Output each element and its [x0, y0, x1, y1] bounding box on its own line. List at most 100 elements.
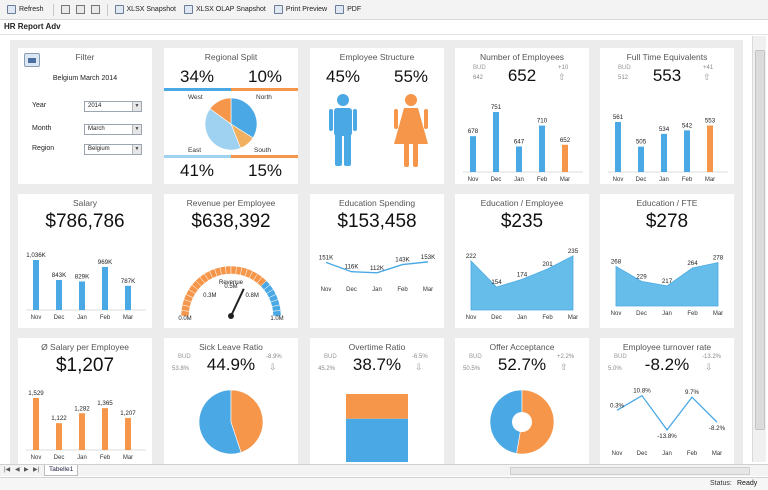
data-label: 229	[636, 273, 647, 280]
chevron-down-icon: ▼	[132, 145, 141, 154]
arrow-up-icon: ⇧	[560, 362, 568, 372]
prev-sheet-icon[interactable]: ◀	[15, 467, 20, 473]
pdf-button[interactable]: PDF	[332, 2, 364, 18]
print-icon[interactable]	[24, 53, 40, 67]
last-sheet-icon[interactable]: ▶|	[33, 467, 40, 473]
arrow-down-icon: ⇩	[415, 362, 423, 372]
education-fte-card: Education / FTE $278 268 Nov 229 Dec 217 Jan 2…	[600, 194, 734, 328]
data-label: 10.8%	[633, 388, 651, 395]
data-label: 787K	[121, 278, 136, 285]
bar	[493, 112, 499, 172]
year-label: Year	[32, 102, 47, 109]
data-label: 9.7%	[685, 389, 700, 396]
turnover-card: Employee turnover rate -8.2% BUD 5.0% -1…	[600, 338, 734, 465]
male-icon	[329, 94, 357, 166]
next-sheet-icon[interactable]: ▶	[24, 467, 29, 473]
employees-bar-chart: 678 Nov 751 Dec 647 Jan 710 Feb 652 Mar	[463, 104, 583, 183]
year-select[interactable]: 2014 ▼	[84, 101, 142, 112]
offer-bud-value: 50.5%	[463, 366, 481, 372]
data-label: 1,122	[51, 415, 67, 422]
vertical-scrollbar[interactable]	[752, 36, 766, 462]
line-series	[325, 261, 429, 274]
sick-value: 44.9%	[206, 355, 256, 374]
scrollbar-thumb[interactable]	[755, 50, 765, 430]
north-label: North	[256, 94, 272, 101]
tick-label: Feb	[687, 451, 698, 457]
revenue-value: $638,392	[191, 211, 271, 232]
xlsx-olap-snapshot-button[interactable]: XLSX OLAP Snapshot	[181, 2, 269, 18]
gauge-hub	[228, 313, 234, 319]
data-label: 268	[611, 258, 622, 265]
gauge-segment	[272, 310, 282, 317]
employees-value: 652	[507, 66, 537, 85]
month-select[interactable]: March ▼	[84, 124, 142, 135]
bar	[56, 423, 62, 450]
toolbar-separator	[106, 3, 108, 16]
data-label: 678	[468, 128, 479, 135]
tick-label: Dec	[54, 315, 65, 321]
divider	[0, 34, 768, 35]
data-label: -8.2%	[709, 425, 726, 432]
fte-title: Full Time Equivalents	[626, 52, 708, 62]
data-label: 542	[682, 122, 693, 129]
data-label: 534	[659, 126, 670, 133]
sheet-title: HR Report Adv	[4, 22, 61, 31]
offer-acceptance-card: Offer Acceptance 52.7% BUD 50.5% +2.2% ⇧	[455, 338, 589, 465]
copy-icon[interactable]	[60, 5, 70, 14]
turnover-bud-value: 5.0%	[608, 366, 622, 372]
gauge-label: Revenue	[219, 280, 244, 286]
data-label: 751	[491, 104, 502, 111]
first-sheet-icon[interactable]: |◀	[4, 467, 11, 473]
tick-label: Mar	[423, 287, 433, 293]
cut-icon[interactable]	[75, 5, 85, 14]
male-pct: 45%	[325, 67, 361, 86]
structure-title: Employee Structure	[339, 52, 415, 62]
edu-emp-title: Education / Employee	[480, 198, 564, 208]
offer-delta: +2.2%	[557, 354, 575, 360]
bar	[79, 281, 85, 310]
data-label: 217	[662, 278, 673, 285]
paste-icon[interactable]	[90, 5, 100, 14]
tick-label: Jan	[662, 451, 672, 457]
bar	[33, 398, 39, 450]
sheet-tabs-bar: |◀ ◀ ▶ ▶| Tabelle1	[0, 464, 768, 476]
bar	[470, 136, 476, 172]
toolbar: Refresh XLSX Snapshot XLSX OLAP Snapshot…	[0, 0, 768, 20]
area-series	[470, 255, 574, 311]
xlsx-olap-snapshot-label: XLSX OLAP Snapshot	[195, 6, 266, 13]
edu-spend-title: Education Spending	[338, 198, 416, 208]
tick-label: Mar	[713, 311, 723, 317]
region-label: Region	[32, 145, 55, 152]
offer-title: Offer Acceptance	[489, 342, 555, 352]
turnover-title: Employee turnover rate	[622, 342, 712, 352]
toolbar-separator	[52, 3, 54, 16]
tick-label: Dec	[636, 177, 647, 183]
chevron-down-icon: ▼	[132, 125, 141, 134]
data-label: 843K	[52, 272, 67, 279]
bar	[638, 146, 644, 172]
print-preview-button[interactable]: Print Preview	[271, 2, 330, 18]
region-select[interactable]: Belgium ▼	[84, 144, 142, 155]
pie-slice	[516, 389, 555, 455]
refresh-button[interactable]: Refresh	[4, 2, 47, 18]
arrow-down-icon: ⇩	[269, 362, 277, 372]
tab-tabelle1[interactable]: Tabelle1	[44, 465, 79, 476]
bar	[707, 125, 713, 172]
tick-label: Nov	[321, 287, 332, 293]
salary-emp-bar-chart: 1,529 Nov 1,122 Dec 1,282 Jan 1,365 Feb 1,207 Mar	[26, 390, 146, 461]
tick-label: Feb	[682, 177, 693, 183]
tick-label: 0.8M	[246, 293, 259, 299]
bar	[516, 146, 522, 172]
tick-label: Dec	[54, 455, 65, 461]
pie-slice	[204, 108, 241, 151]
xlsx-snapshot-button[interactable]: XLSX Snapshot	[112, 2, 179, 18]
print-preview-label: Print Preview	[285, 6, 328, 13]
horizontal-scrollbar[interactable]	[510, 467, 750, 475]
bar	[56, 280, 62, 310]
refresh-icon	[7, 5, 16, 14]
edu-emp-value: $235	[500, 211, 544, 232]
salary-emp-title: Ø Salary per Employee	[41, 342, 129, 352]
salary-bar-chart: 1,036K Nov 843K Dec 829K Jan 969K Feb 787K Mar	[26, 252, 146, 321]
chevron-down-icon: ▼	[132, 102, 141, 111]
south-bar	[231, 155, 298, 158]
